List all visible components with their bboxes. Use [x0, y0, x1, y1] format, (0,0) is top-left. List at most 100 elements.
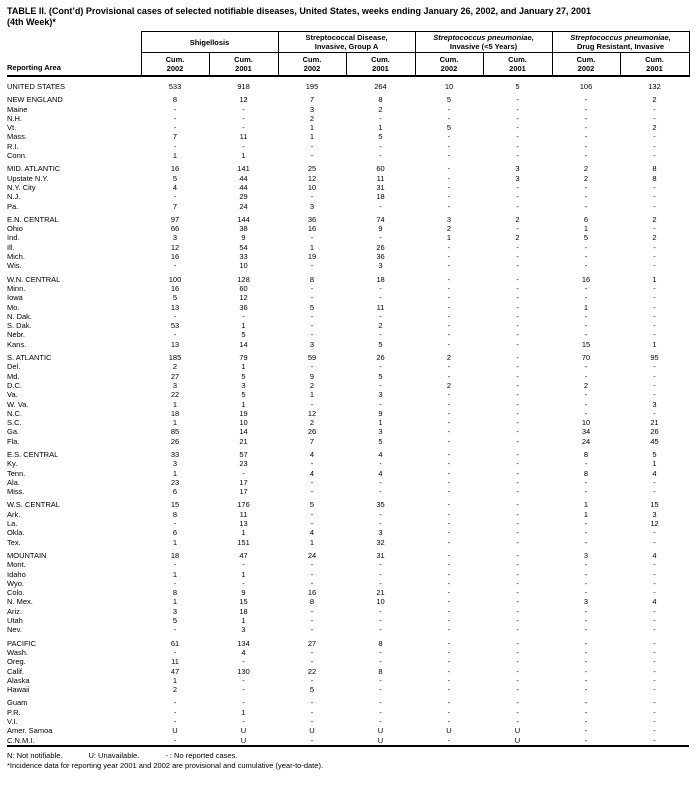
cell-value: 1 — [652, 339, 657, 349]
footnote-legend: N: Not notifiable. U: Unavailable. - : No … — [7, 751, 696, 761]
col-header-spndr-cum-2001: Cum. 2001 — [619, 52, 690, 77]
cell-value: - — [584, 182, 588, 192]
cell-value: - — [310, 578, 314, 588]
col-group-label: Streptococcus pneumoniae, — [570, 33, 671, 42]
cell-value: 3 — [241, 625, 246, 635]
cell-value: 19 — [307, 252, 317, 262]
row-label: Calif. — [7, 666, 25, 676]
cell-value: - — [653, 657, 656, 667]
table-row: Va. 22 5 1 3 - - - - — [7, 390, 689, 399]
cell-value: 85 — [170, 427, 180, 437]
cell-value: 12 — [239, 293, 248, 303]
table-row: S.C. 1 10 2 1- -10 21 — [7, 418, 689, 427]
cell-value: - — [653, 192, 656, 202]
cell-value: - — [516, 104, 519, 114]
cell-value: 23 — [239, 459, 248, 469]
cell-value: - — [584, 293, 588, 303]
cell-value: - — [653, 293, 656, 303]
cell-value: - — [379, 293, 382, 303]
cell-value: 3 — [652, 399, 657, 409]
cell-value: 5 — [309, 685, 315, 695]
cell-value: 10 — [307, 182, 317, 192]
table-row: Pa. 7 24 3 - - - - - — [7, 202, 689, 211]
footnote-unavailable: U: Unavailable. — [88, 750, 140, 760]
cell-value: - — [516, 95, 519, 105]
cell-value: - — [516, 449, 519, 459]
cell-value: - — [653, 362, 656, 372]
cell-value: - — [447, 362, 451, 372]
cell-value: - — [379, 201, 382, 211]
cell-value: - — [447, 675, 451, 685]
cell-value: - — [653, 224, 656, 234]
row-label: Conn. — [7, 151, 28, 161]
cell-value: 2 — [515, 214, 520, 224]
cell-value: - — [310, 519, 314, 529]
cell-value: - — [173, 192, 177, 202]
cell-value: 1 — [172, 418, 178, 428]
cell-value: 8 — [583, 468, 589, 478]
cell-value: 7 — [309, 95, 315, 105]
cell-value: - — [653, 113, 656, 123]
cell-value: - — [584, 735, 588, 745]
cell-value: 2 — [515, 233, 520, 243]
cell-value: - — [447, 685, 451, 695]
cell-value: 47 — [170, 666, 180, 676]
cell-value: 1 — [583, 302, 589, 312]
cell-value: - — [379, 578, 382, 588]
cell-value: 3 — [172, 380, 178, 390]
row-label: S.C. — [7, 418, 22, 428]
col-group-spneumoniae-drug-resistant: Streptococcus pneumoniae, Drug Resistant… — [551, 31, 690, 53]
cell-value: 1 — [446, 233, 452, 243]
table-row: P.R. - 1 - - - - - - — [7, 708, 689, 717]
cell-value: - — [447, 321, 451, 331]
cell-value: 2 — [309, 418, 315, 428]
cell-value: 5 — [241, 390, 246, 400]
cell-value: 5 — [309, 500, 315, 510]
cell-value: - — [584, 698, 588, 708]
cell-value: - — [379, 647, 382, 657]
cell-value: 74 — [376, 214, 385, 224]
cell-value: - — [584, 477, 588, 487]
cell-value: - — [173, 578, 177, 588]
cell-value: 3 — [378, 427, 383, 437]
cell-value: - — [447, 735, 451, 745]
cell-value: 1 — [172, 151, 178, 161]
cell-value: - — [516, 468, 519, 478]
row-label: Okla. — [7, 528, 25, 538]
row-label: Ky. — [7, 459, 18, 469]
cell-value: - — [653, 283, 656, 293]
cell-value: - — [584, 487, 588, 497]
cell-value: U — [309, 726, 315, 736]
table-row: Maine - - 3 2 - - - - — [7, 105, 689, 114]
cell-value: - — [173, 707, 177, 717]
row-label: Upstate N.Y. — [7, 173, 49, 183]
cell-value: 8 — [172, 588, 178, 598]
cell-value: 5 — [652, 449, 657, 459]
table-row: Del. 2 1 - - - - - - — [7, 362, 689, 371]
cell-value: - — [310, 487, 314, 497]
cell-value: - — [242, 113, 245, 123]
cell-value: 3 — [515, 164, 520, 174]
cell-value: 5 — [378, 339, 383, 349]
table-row: Mich. 16 33 19 36 - - - - — [7, 252, 689, 261]
cell-value: - — [310, 293, 314, 303]
cell-value: 22 — [307, 666, 317, 676]
cell-value: 4 — [241, 647, 246, 657]
cell-value: - — [584, 647, 588, 657]
cell-value: - — [379, 283, 382, 293]
cell-value: - — [584, 606, 588, 616]
row-label: E.S. CENTRAL — [7, 449, 59, 459]
cell-value: - — [653, 675, 656, 685]
cell-value: - — [379, 362, 382, 372]
cell-value: - — [516, 717, 519, 726]
footnote-not-notifiable: N: Not notifiable. — [7, 750, 63, 760]
col-header-strepa-cum-2002: Cum. 2002 — [277, 52, 347, 77]
cell-value: 4 — [309, 528, 315, 538]
table-row: Minn. 16 60 - - - - - - — [7, 284, 689, 293]
cell-value: - — [447, 132, 451, 142]
cell-value: - — [516, 675, 519, 685]
cell-value: - — [653, 666, 656, 676]
row-label: Miss. — [7, 487, 25, 497]
cell-value: U — [377, 735, 384, 745]
cell-value: 17 — [239, 477, 248, 487]
